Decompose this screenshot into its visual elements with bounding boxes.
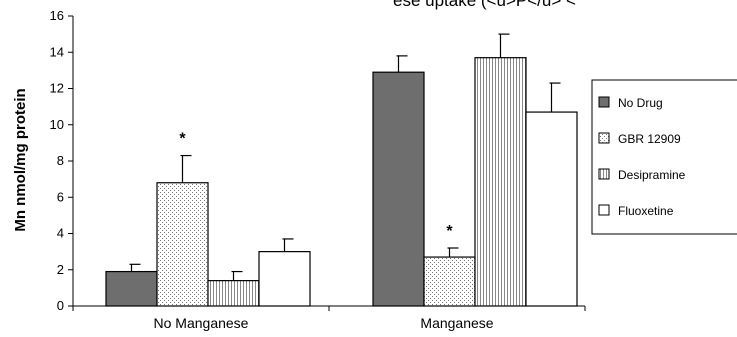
y-axis-label: Mn nmol/mg protein — [12, 88, 29, 231]
y-tick-label: 4 — [57, 226, 64, 241]
y-tick-label: 14 — [50, 44, 64, 59]
legend: No Drug GBR 12909 Desipramine Fluoxetine — [591, 79, 737, 235]
category-label: Manganese — [420, 315, 493, 331]
legend-swatch — [598, 204, 610, 216]
significance-marker: * — [446, 223, 453, 240]
legend-label: GBR 12909 — [618, 132, 681, 146]
legend-swatch — [598, 132, 610, 144]
top-text: ese uptake (<u>P</u> < — [393, 0, 576, 10]
legend-label: Desipramine — [618, 168, 686, 182]
bar — [207, 280, 260, 307]
y-tick-label: 12 — [50, 81, 64, 96]
legend-swatch — [598, 96, 610, 108]
legend-label: No Drug — [618, 96, 663, 110]
bar — [423, 256, 476, 307]
bars — [105, 33, 578, 307]
y-tick-label: 8 — [57, 153, 64, 168]
significance-marker: * — [179, 131, 186, 148]
bar — [525, 111, 578, 307]
bar — [372, 71, 425, 307]
bar — [105, 270, 158, 307]
y-tick-label: 2 — [57, 262, 64, 277]
legend-box — [591, 79, 737, 235]
bar — [474, 57, 527, 307]
legend-swatch — [598, 168, 610, 180]
legend-label: Fluoxetine — [618, 204, 674, 218]
y-tick-label: 0 — [57, 298, 64, 313]
labels: 0 2 4 6 8 10 12 14 16 No Manganese Manganese * * — [50, 8, 494, 331]
category-label: No Manganese — [154, 315, 249, 331]
y-tick-label: 10 — [50, 117, 64, 132]
bar — [258, 251, 311, 307]
y-tick-label: 6 — [57, 189, 64, 204]
bar — [156, 182, 209, 307]
y-tick-label: 16 — [50, 8, 64, 23]
